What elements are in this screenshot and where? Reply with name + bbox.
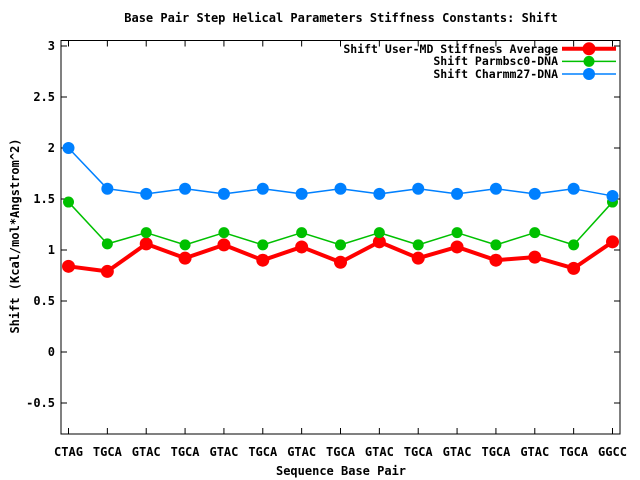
x-tick-label: GGCC xyxy=(598,445,627,459)
x-tick-label: GTAC xyxy=(209,445,238,459)
x-tick-label: TGCA xyxy=(559,445,589,459)
series-point-2 xyxy=(373,187,386,200)
y-tick-label: 1.5 xyxy=(33,192,55,206)
series-point-0 xyxy=(217,238,231,252)
series-point-0 xyxy=(62,259,75,273)
series-point-0 xyxy=(528,250,542,264)
legend-label-series-2: Shift Charmm27-DNA xyxy=(433,66,558,81)
series-point-1 xyxy=(373,227,385,239)
series-point-2 xyxy=(179,182,192,195)
series-point-0 xyxy=(178,251,192,265)
x-tick-label: GTAC xyxy=(520,445,549,459)
series-point-2 xyxy=(451,187,464,200)
y-tick-label: 0 xyxy=(48,345,55,359)
series-point-1 xyxy=(140,227,152,239)
series-point-2 xyxy=(567,182,580,195)
legend-row: Shift User-MD Stiffness Average xyxy=(343,41,558,56)
series-point-2 xyxy=(412,182,425,195)
x-tick-label: TGCA xyxy=(248,445,278,459)
series-point-0 xyxy=(334,255,347,269)
chart-title: Base Pair Step Helical Parameters Stiffn… xyxy=(124,11,558,25)
series-point-1 xyxy=(568,239,580,251)
series-point-2 xyxy=(295,187,308,200)
series-point-1 xyxy=(179,239,191,251)
series-point-0 xyxy=(489,253,503,267)
series-point-2 xyxy=(101,182,114,195)
x-tick-label: TGCA xyxy=(326,445,356,459)
series-point-1 xyxy=(63,196,74,208)
series-point-0 xyxy=(411,251,425,265)
x-tick-label: TGCA xyxy=(171,445,201,459)
x-tick-label: CTAG xyxy=(54,445,83,459)
series-point-2 xyxy=(62,142,75,155)
x-tick-label: TGCA xyxy=(481,445,511,459)
series-point-1 xyxy=(451,227,463,239)
legend-sample-marker xyxy=(582,42,596,56)
series-point-2 xyxy=(140,187,153,200)
legend-sample-marker xyxy=(583,68,595,80)
series-point-1 xyxy=(529,227,541,239)
series-point-1 xyxy=(412,239,424,251)
series-point-2 xyxy=(489,182,502,195)
x-tick-label: TGCA xyxy=(404,445,434,459)
series-point-2 xyxy=(606,189,619,202)
series-point-1 xyxy=(296,227,308,239)
x-tick-label: GTAC xyxy=(287,445,316,459)
x-tick-label: GTAC xyxy=(443,445,472,459)
legend-row: Shift Charmm27-DNA xyxy=(433,68,558,81)
x-tick-label: GTAC xyxy=(365,445,394,459)
x-tick-label: GTAC xyxy=(132,445,161,459)
series-point-1 xyxy=(218,227,230,239)
y-tick-label: -0.5 xyxy=(26,396,55,410)
series-point-0 xyxy=(606,235,619,249)
legend-label-series-0: Shift User-MD Stiffness Average xyxy=(343,41,558,56)
series-point-1 xyxy=(335,239,346,251)
series-point-1 xyxy=(490,239,502,251)
x-tick-label: TGCA xyxy=(93,445,123,459)
series-point-0 xyxy=(567,261,581,275)
series-point-0 xyxy=(372,235,386,249)
series-point-0 xyxy=(295,240,309,254)
series-line-1 xyxy=(67,201,614,246)
series-point-2 xyxy=(334,182,347,195)
y-tick-label: 3 xyxy=(48,39,55,53)
x-axis-label: Sequence Base Pair xyxy=(275,464,407,478)
series-point-1 xyxy=(257,239,269,251)
y-tick-label: 2 xyxy=(48,141,55,155)
series-point-2 xyxy=(217,187,230,200)
series-point-0 xyxy=(100,264,114,278)
legend-row: Shift Parmbsc0-DNA xyxy=(433,55,558,68)
series-point-0 xyxy=(256,253,270,267)
y-tick-label: 0.5 xyxy=(33,294,55,308)
y-tick-label: 1 xyxy=(48,243,55,257)
series-point-2 xyxy=(256,182,269,195)
chart-legend: Shift User-MD Stiffness Average Shift Pa… xyxy=(343,41,558,81)
series-point-0 xyxy=(450,240,464,254)
series-point-1 xyxy=(101,238,113,250)
legend-label-series-1: Shift Parmbsc0-DNA xyxy=(433,54,558,69)
y-tick-label: 2.5 xyxy=(33,90,55,104)
series-point-0 xyxy=(139,237,153,251)
legend-sample-marker xyxy=(583,55,595,67)
series-point-2 xyxy=(528,187,541,200)
